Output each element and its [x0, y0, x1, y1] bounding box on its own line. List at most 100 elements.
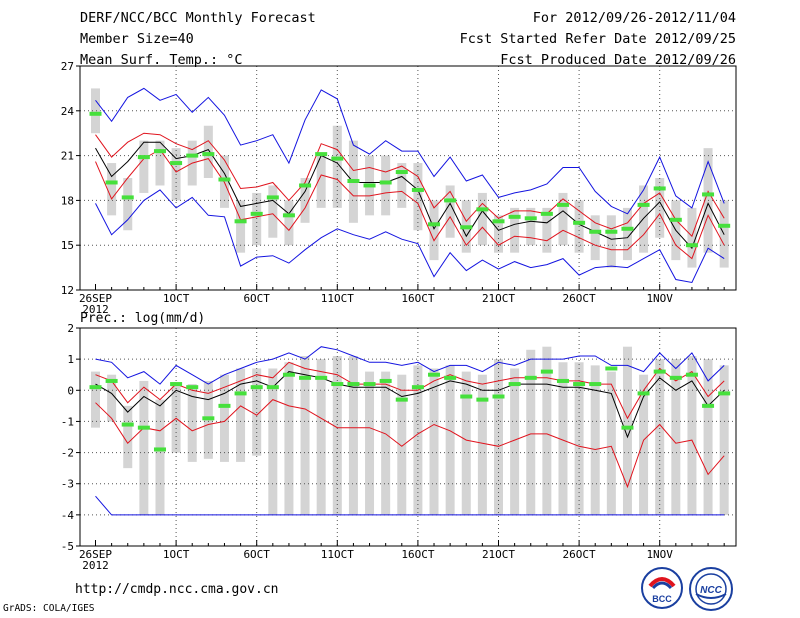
- spread-bar: [268, 185, 278, 238]
- x-tick-label: 26OCT: [563, 292, 596, 305]
- source-url[interactable]: http://cmdp.ncc.cma.gov.cn: [75, 582, 279, 597]
- ensemble-marker: [202, 152, 215, 157]
- series-min-line: [95, 189, 725, 284]
- ensemble-marker: [121, 195, 134, 200]
- ensemble-marker: [637, 202, 650, 207]
- spread-bar: [300, 356, 310, 515]
- member-size: Member Size=40: [80, 31, 194, 47]
- x-tick-year-label: 2012: [82, 303, 109, 316]
- y-tick-label: -4: [61, 509, 75, 522]
- ensemble-marker: [702, 192, 715, 197]
- spread-bar: [671, 359, 681, 515]
- ensemble-marker: [137, 425, 150, 430]
- ensemble-marker: [460, 225, 473, 230]
- spread-bar: [510, 207, 520, 253]
- ensemble-marker: [121, 422, 134, 427]
- spread-bar: [316, 359, 326, 515]
- spread-bar: [348, 356, 358, 515]
- x-tick-label: 1NOV: [646, 548, 673, 561]
- spread-bar: [236, 200, 246, 253]
- spread-bar: [365, 371, 375, 515]
- ensemble-marker: [621, 226, 634, 231]
- ensemble-marker: [444, 375, 457, 380]
- spread-bar: [300, 178, 310, 223]
- spread-bar: [123, 178, 133, 231]
- ensemble-marker: [685, 372, 698, 377]
- x-tick-label: 6OCT: [243, 548, 270, 561]
- forecast-period: For 2012/09/26-2012/11/04: [532, 10, 736, 26]
- ensemble-marker: [89, 385, 102, 390]
- produced-date: Fcst Produced Date 2012/09/26: [500, 52, 736, 68]
- spread-bar: [332, 356, 342, 515]
- series-max-line: [95, 87, 725, 215]
- ensemble-marker: [411, 187, 424, 192]
- spread-bar: [397, 163, 407, 208]
- ncc-logo-text: NCC: [700, 585, 722, 596]
- ensemble-marker: [476, 207, 489, 212]
- x-tick-year-label: 2012: [82, 559, 109, 572]
- spread-bar: [381, 155, 391, 216]
- ensemble-marker: [605, 229, 618, 234]
- ensemble-marker: [589, 229, 602, 234]
- ensemble-marker: [621, 425, 634, 430]
- ensemble-marker: [395, 397, 408, 402]
- ensemble-marker: [234, 391, 247, 396]
- ensemble-marker: [476, 397, 489, 402]
- ensemble-marker: [718, 391, 731, 396]
- spread-bar: [719, 365, 729, 515]
- spread-bar: [606, 371, 616, 515]
- y-tick-label: -3: [61, 478, 74, 491]
- x-tick-label: 11OCT: [321, 292, 354, 305]
- series-lower-line: [95, 148, 725, 260]
- spread-bar: [236, 368, 246, 462]
- spread-bar: [510, 368, 520, 515]
- series-mean-line: [95, 141, 725, 250]
- spread-bar: [139, 140, 149, 193]
- spread-bar: [429, 200, 439, 261]
- ensemble-marker: [669, 217, 682, 222]
- ensemble-marker: [363, 183, 376, 188]
- ensemble-marker: [315, 152, 328, 157]
- ensemble-marker: [379, 180, 392, 185]
- variable-label: Mean Surf. Temp.: °C: [80, 52, 243, 68]
- spread-bar: [381, 371, 391, 515]
- spread-bar: [107, 374, 117, 422]
- ensemble-marker: [89, 111, 102, 116]
- spread-bar: [445, 365, 455, 515]
- ensemble-marker: [186, 385, 199, 390]
- ensemble-marker: [315, 375, 328, 380]
- started-date: Fcst Started Refer Date 2012/09/25: [459, 31, 736, 47]
- spread-bar: [123, 405, 133, 469]
- plot-frame: [79, 65, 737, 291]
- spread-bar: [574, 362, 584, 515]
- x-tick-label: 16OCT: [401, 548, 434, 561]
- spread-bar: [203, 125, 213, 178]
- y-tick-label: 18: [61, 194, 74, 207]
- figure-title: DERF/NCC/BCC Monthly Forecast: [80, 10, 316, 26]
- ensemble-marker: [331, 382, 344, 387]
- ensemble-marker: [718, 223, 731, 228]
- ensemble-marker: [395, 170, 408, 175]
- ensemble-marker: [492, 394, 505, 399]
- spread-bar: [316, 155, 326, 208]
- y-tick-label: 2: [67, 322, 74, 335]
- ensemble-marker: [556, 378, 569, 383]
- spread-bar: [429, 368, 439, 515]
- plot-frame: [79, 327, 737, 547]
- spread-bar: [590, 215, 600, 261]
- ensemble-marker: [460, 394, 473, 399]
- ensemble-marker: [573, 220, 586, 225]
- series-upper-line: [95, 361, 725, 420]
- ensemble-marker: [202, 416, 215, 421]
- ensemble-marker: [153, 149, 166, 154]
- ensemble-marker: [347, 178, 360, 183]
- y-tick-label: 1: [67, 353, 74, 366]
- spread-bar: [477, 374, 487, 515]
- ensemble-marker: [170, 161, 183, 166]
- ensemble-marker: [653, 186, 666, 191]
- ensemble-marker: [363, 382, 376, 387]
- spread-bar: [526, 207, 536, 246]
- spread-bar: [687, 356, 697, 515]
- spread-bar: [284, 362, 294, 515]
- series-upper-line: [95, 132, 725, 238]
